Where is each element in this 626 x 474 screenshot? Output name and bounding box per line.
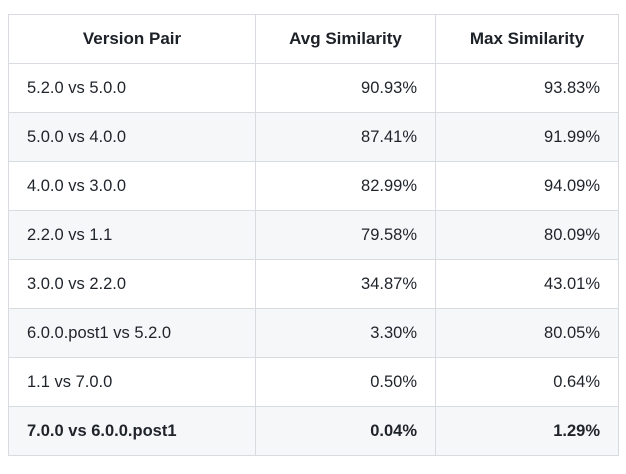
cell-avg-similarity: 90.93% <box>255 63 436 113</box>
table-body: 5.2.0 vs 5.0.0 90.93% 93.83% 5.0.0 vs 4.… <box>8 63 619 456</box>
version-similarity-table: Version Pair Avg Similarity Max Similari… <box>8 14 619 456</box>
cell-avg-similarity: 0.50% <box>255 357 436 407</box>
table-row: 5.2.0 vs 5.0.0 90.93% 93.83% <box>8 63 619 113</box>
cell-avg-similarity: 3.30% <box>255 308 436 358</box>
table-row: 6.0.0.post1 vs 5.2.0 3.30% 80.05% <box>8 308 619 358</box>
column-header-version-pair: Version Pair <box>8 14 256 64</box>
cell-version-pair: 7.0.0 vs 6.0.0.post1 <box>8 406 256 456</box>
cell-max-similarity: 0.64% <box>435 357 619 407</box>
table-row: 3.0.0 vs 2.2.0 34.87% 43.01% <box>8 259 619 309</box>
cell-max-similarity: 91.99% <box>435 112 619 162</box>
table-row: 5.0.0 vs 4.0.0 87.41% 91.99% <box>8 112 619 162</box>
cell-avg-similarity: 79.58% <box>255 210 436 260</box>
cell-version-pair: 5.0.0 vs 4.0.0 <box>8 112 256 162</box>
cell-max-similarity: 43.01% <box>435 259 619 309</box>
cell-max-similarity: 80.05% <box>435 308 619 358</box>
cell-avg-similarity: 82.99% <box>255 161 436 211</box>
similarity-table-container: Version Pair Avg Similarity Max Similari… <box>8 14 619 456</box>
table-row: 1.1 vs 7.0.0 0.50% 0.64% <box>8 357 619 407</box>
cell-avg-similarity: 34.87% <box>255 259 436 309</box>
table-row-highlighted: 7.0.0 vs 6.0.0.post1 0.04% 1.29% <box>8 406 619 456</box>
table-header: Version Pair Avg Similarity Max Similari… <box>8 14 619 64</box>
cell-max-similarity: 1.29% <box>435 406 619 456</box>
cell-version-pair: 3.0.0 vs 2.2.0 <box>8 259 256 309</box>
cell-avg-similarity: 87.41% <box>255 112 436 162</box>
cell-version-pair: 2.2.0 vs 1.1 <box>8 210 256 260</box>
cell-version-pair: 5.2.0 vs 5.0.0 <box>8 63 256 113</box>
cell-version-pair: 1.1 vs 7.0.0 <box>8 357 256 407</box>
cell-max-similarity: 80.09% <box>435 210 619 260</box>
column-header-max-similarity: Max Similarity <box>435 14 619 64</box>
column-header-avg-similarity: Avg Similarity <box>255 14 436 64</box>
cell-version-pair: 4.0.0 vs 3.0.0 <box>8 161 256 211</box>
header-row: Version Pair Avg Similarity Max Similari… <box>8 14 619 64</box>
cell-version-pair: 6.0.0.post1 vs 5.2.0 <box>8 308 256 358</box>
cell-max-similarity: 93.83% <box>435 63 619 113</box>
table-row: 4.0.0 vs 3.0.0 82.99% 94.09% <box>8 161 619 211</box>
cell-max-similarity: 94.09% <box>435 161 619 211</box>
table-row: 2.2.0 vs 1.1 79.58% 80.09% <box>8 210 619 260</box>
cell-avg-similarity: 0.04% <box>255 406 436 456</box>
